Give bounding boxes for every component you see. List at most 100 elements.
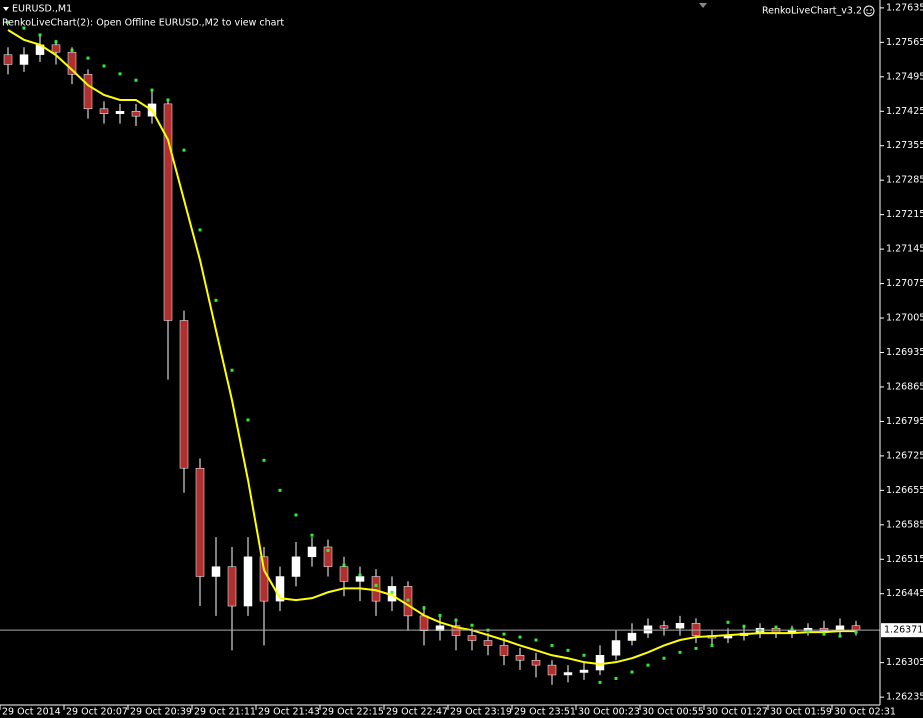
x-tick-label: 29 Oct 23:19 [450,707,512,718]
y-tick-label: 1.26655 [886,485,923,496]
indicator-dot [550,643,554,647]
candle-body [275,576,285,602]
current-price-box [881,623,923,638]
y-tick-label: 1.27285 [886,175,923,186]
candle-body [515,655,525,661]
indicator-dot [726,620,730,624]
y-tick-label: 1.27005 [886,313,923,324]
candle-body [163,103,173,321]
indicator-dot [118,72,122,76]
candle-body [51,44,61,53]
candle-body [19,54,29,65]
indicator-dot [246,418,250,422]
chart-subtitle: RenkoLiveChart(2): Open Offline EURUSD.,… [2,18,284,29]
y-tick-label: 1.26725 [886,450,923,461]
candle-body [179,320,189,469]
candle-body [483,640,493,646]
candle-body [627,632,637,641]
smiley-icon [863,5,875,17]
y-tick-label: 1.27425 [886,106,923,117]
indicator-dot [150,88,154,92]
indicator-dot [694,646,698,650]
candle-body [259,556,269,602]
indicator-dot [358,573,362,577]
candle-body [579,669,589,673]
moving-average-line [7,29,856,666]
x-tick-label: 29 Oct 2014 [2,707,61,718]
chart-title: EURUSD.,M1 [12,4,72,15]
x-tick-label: 29 Oct 21:43 [258,707,320,718]
candle-body [371,576,381,602]
x-tick-label: 29 Oct 21:11 [194,707,256,718]
x-tick-label: 29 Oct 22:47 [386,707,448,718]
indicator-dot [294,513,298,517]
y-tick-label: 1.27075 [886,278,923,289]
y-tick-label: 1.26865 [886,381,923,392]
candle-body [339,566,349,582]
indicator-dot [678,650,682,654]
x-tick-label: 29 Oct 20:07 [66,707,128,718]
candle-body [467,635,477,641]
indicator-dot [102,64,106,68]
candle-body [595,655,605,671]
indicator-dot [390,590,394,594]
y-tick-label: 1.26515 [886,554,923,565]
indicator-dot [582,653,586,657]
y-tick-label: 1.27565 [886,37,923,48]
candle-body [419,615,429,631]
indicator-dot [166,98,170,102]
candle-body [563,672,573,676]
candle-body [611,640,621,656]
indicator-dot [214,298,218,302]
x-tick-label: 30 Oct 00:23 [578,707,640,718]
indicator-dot [6,20,10,24]
y-tick-label: 1.27145 [886,244,923,255]
indicator-dot [742,624,746,628]
indicator-dot [86,56,90,60]
current-price-label: 1.26371 [884,625,923,636]
candle-body [243,556,253,607]
indicator-dot [534,638,538,642]
candle-body [851,625,861,631]
indicator-dot [406,598,410,602]
y-tick-label: 1.27215 [886,209,923,220]
candle-body [67,51,77,75]
indicator-dot [310,533,314,537]
candle-body [355,576,365,582]
dropdown-icon[interactable] [3,7,9,11]
y-tick-label: 1.27635 [886,2,923,13]
x-tick-label: 29 Oct 22:15 [322,707,384,718]
indicator-dot [438,613,442,617]
y-tick-label: 1.26445 [886,588,923,599]
indicator-dot [646,663,650,667]
indicator-dot [38,33,42,37]
candle-body [99,108,109,114]
candle-body [115,111,125,114]
y-tick-label: 1.26935 [886,347,923,358]
indicator-dot [502,632,506,636]
indicator-dot [182,148,186,152]
y-tick-label: 1.26235 [886,692,923,703]
one-click-icon[interactable] [699,3,707,8]
indicator-dot [230,368,234,372]
indicator-dot [22,26,26,30]
candle-body [131,111,141,117]
y-tick-label: 1.27355 [886,140,923,151]
x-tick-label: 30 Oct 01:27 [706,707,768,718]
indicator-dot [326,548,330,552]
candle-body [675,623,685,629]
candle-body [643,625,653,634]
indicator-dot [838,634,842,638]
x-tick-label: 29 Oct 23:51 [514,707,576,718]
indicator-dot [662,656,666,660]
indicator-dot [566,648,570,652]
indicator-dot [134,78,138,82]
candle-body [547,664,557,676]
indicator-dot [518,635,522,639]
indicator-dot [54,40,58,44]
indicator-dot [806,629,810,633]
candle-body [323,546,333,567]
indicator-dot [710,643,714,647]
